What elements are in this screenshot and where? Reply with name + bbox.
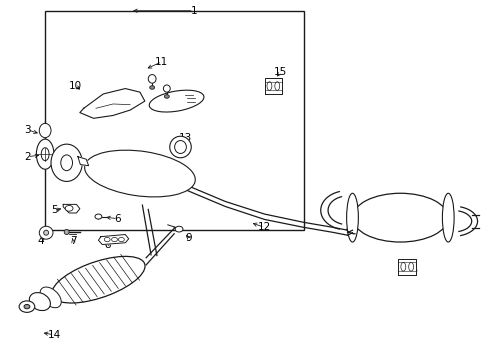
Bar [45, 12, 304, 230]
Text: 12: 12 [258, 222, 271, 232]
Ellipse shape [150, 86, 155, 89]
Ellipse shape [64, 229, 69, 234]
Ellipse shape [275, 82, 280, 90]
Ellipse shape [442, 193, 454, 242]
Ellipse shape [104, 237, 110, 242]
Polygon shape [98, 234, 129, 244]
Ellipse shape [346, 193, 358, 242]
Text: 3: 3 [24, 125, 31, 135]
Text: 15: 15 [273, 67, 287, 77]
Ellipse shape [163, 85, 170, 92]
Ellipse shape [164, 95, 169, 98]
Ellipse shape [40, 287, 61, 308]
Ellipse shape [65, 206, 73, 211]
Ellipse shape [267, 82, 272, 90]
Ellipse shape [401, 262, 406, 271]
Polygon shape [80, 89, 145, 118]
Text: 13: 13 [179, 133, 192, 143]
Text: 9: 9 [186, 233, 192, 243]
Ellipse shape [19, 301, 35, 312]
Ellipse shape [119, 237, 124, 242]
Polygon shape [78, 157, 89, 166]
Ellipse shape [95, 214, 102, 219]
Ellipse shape [85, 150, 196, 197]
Text: 10: 10 [69, 81, 81, 91]
Text: 4: 4 [37, 236, 44, 246]
Text: 11: 11 [155, 57, 169, 67]
Text: 7: 7 [70, 236, 76, 246]
Ellipse shape [61, 155, 73, 171]
Text: 5: 5 [51, 206, 58, 216]
Ellipse shape [41, 148, 49, 161]
Ellipse shape [148, 75, 156, 83]
Text: 8: 8 [104, 239, 111, 249]
Polygon shape [265, 78, 282, 94]
Ellipse shape [44, 230, 49, 235]
Polygon shape [398, 259, 416, 275]
Text: 14: 14 [48, 330, 61, 340]
Ellipse shape [39, 226, 53, 239]
Text: 2: 2 [24, 152, 31, 162]
Ellipse shape [29, 293, 50, 311]
Ellipse shape [51, 144, 82, 181]
Ellipse shape [175, 226, 183, 232]
Ellipse shape [24, 305, 30, 309]
Ellipse shape [112, 237, 118, 242]
Ellipse shape [149, 90, 204, 112]
Ellipse shape [52, 256, 145, 303]
Ellipse shape [174, 140, 186, 153]
Ellipse shape [36, 139, 54, 169]
Text: 15: 15 [406, 265, 419, 275]
Text: 6: 6 [115, 214, 121, 224]
Ellipse shape [409, 262, 414, 271]
Ellipse shape [39, 123, 51, 138]
Ellipse shape [352, 193, 448, 242]
Polygon shape [63, 204, 80, 213]
Text: 1: 1 [191, 6, 197, 16]
Ellipse shape [170, 136, 191, 158]
